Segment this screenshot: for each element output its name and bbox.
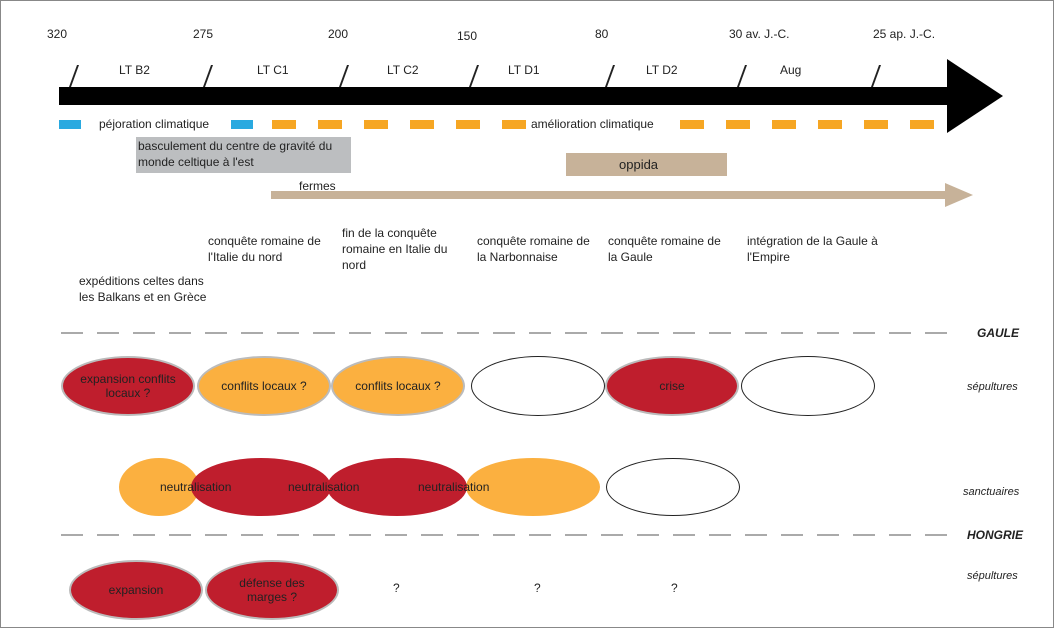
event-label: intégration de la Gaule à l'Empire [747,234,878,264]
period-label: LT D2 [646,63,678,77]
fermes-label: fermes [299,179,336,193]
date-label: 150 [457,29,478,43]
shift-label: basculement du centre de gravité du mond… [138,139,333,169]
oval-gaule-sanctuaires [119,458,199,516]
climate-good-bar [726,120,750,129]
climate-good-bar [318,120,342,129]
date-label: 320 [47,27,68,41]
climate-good-bar [364,120,388,129]
climate-good-bar [680,120,704,129]
oval-label: conflits locaux ? [221,379,307,393]
climate-good-bar [456,120,480,129]
oval-gaule-sanctuaires [327,458,467,516]
event-label: conquête romaine de l'Italie du nord [208,234,321,264]
oppida-bar [566,153,727,176]
oval-gaule-sanctuaires [191,458,331,516]
oval-label: expansion [108,583,164,597]
oval-gaule-sepultures: crise [605,356,739,416]
climate-bad-bar [59,120,81,129]
row-label-sepultures: sépultures [967,570,1018,582]
climate-good-bar [910,120,934,129]
period-label: Aug [780,63,802,77]
hongrie-separator [61,534,961,536]
date-label: 30 av. J.-C. [729,27,790,41]
oval-label: expansion conflits locaux ? [80,372,176,400]
climate-good-bar [818,120,842,129]
event-label: expéditions celtes dans les Balkans et e… [79,274,207,304]
oval-gaule-sepultures: conflits locaux ? [197,356,331,416]
climate-good-bar [502,120,526,129]
unknown-mark: ? [671,581,678,595]
date-label: 25 ap. J.-C. [873,27,936,41]
period-label: LT B2 [119,63,150,77]
region-gaule: GAULE [977,326,1019,340]
event-label: fin de la conquête romaine en Italie du … [342,226,448,272]
oppida-label: oppida [619,157,659,172]
climate-bad-label: péjoration climatique [99,117,210,131]
row-label-sanctuaires: sanctuaires [963,486,1020,498]
oval-gaule-sanctuaires [466,458,600,516]
sanctuaire-label: neutralisation [288,480,360,494]
sanctuaire-label: neutralisation [160,480,232,494]
period-label: LT D1 [508,63,540,77]
event-label: conquête romaine de la Gaule [608,234,721,264]
oval-gaule-sepultures: conflits locaux ? [331,356,465,416]
fermes-arrow [271,183,973,207]
oval-label: crise [659,379,685,393]
period-label: LT C1 [257,63,289,77]
unknown-mark: ? [393,581,400,595]
timeline-arrow [59,59,1003,133]
date-label: 200 [328,27,349,41]
date-label: 80 [595,27,609,41]
oval-hongrie-sepultures: expansion [69,560,203,620]
climate-bad-bar [231,120,253,129]
climate-good-bar [864,120,888,129]
unknown-mark: ? [534,581,541,595]
oval-label: conflits locaux ? [355,379,441,393]
date-label: 275 [193,27,214,41]
event-label: conquête romaine de la Narbonnaise [477,234,590,264]
period-label: LT C2 [387,63,419,77]
oval-gaule-sanctuaires [606,458,740,516]
shift-box [136,137,351,173]
oval-gaule-sepultures [471,356,605,416]
oval-gaule-sepultures: expansion conflits locaux ? [61,356,195,416]
region-hongrie: HONGRIE [967,528,1024,542]
climate-good-bar [772,120,796,129]
climate-good-bar [272,120,296,129]
oval-gaule-sepultures [741,356,875,416]
sanctuaire-label: neutralisation [418,480,490,494]
oval-hongrie-sepultures: défense des marges ? [205,560,339,620]
row-label-sepultures: sépultures [967,381,1018,393]
gaule-separator [61,332,961,334]
oval-label: défense des marges ? [239,576,305,604]
climate-good-label: amélioration climatique [531,117,654,131]
climate-good-bar [410,120,434,129]
